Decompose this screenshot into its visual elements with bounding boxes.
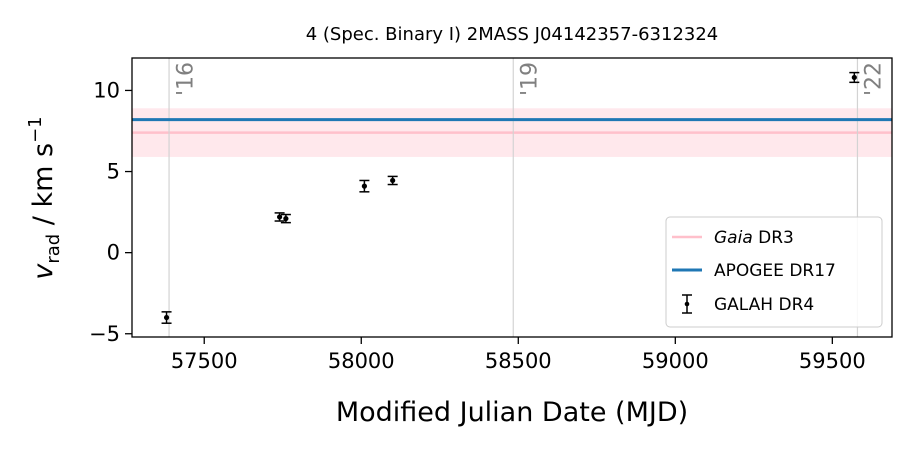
year-line-label: '19 [517, 62, 542, 96]
legend: Gaia DR3 APOGEE DR17 GALAH DR4 [665, 216, 883, 328]
y-tick-label: −5 [89, 322, 120, 346]
galah-dr4-point [283, 215, 289, 222]
y-tick-label: 5 [107, 160, 120, 184]
legend-box [665, 216, 883, 328]
y-axis-label-exponent: −1 [25, 116, 46, 143]
galah-dr4-point [163, 314, 170, 321]
y-axis-label-symbol: v [28, 263, 59, 280]
galah-dr4-point [390, 177, 396, 184]
y-axis-label: vrad / km s−1 [25, 116, 64, 279]
year-line-label: '16 [173, 62, 198, 96]
x-tick-label: 59000 [642, 349, 709, 373]
legend-label: Gaia DR3 [714, 228, 794, 248]
legend-swatch-point [684, 301, 690, 307]
plot-frame [131, 57, 893, 338]
x-axis-label: Modified Julian Date (MJD) [336, 397, 688, 428]
legend-label-italic: Gaia [714, 228, 753, 248]
legend-label: APOGEE DR17 [714, 261, 836, 281]
galah-dr4-point [361, 183, 367, 189]
year-line-label: '22 [862, 62, 887, 96]
x-tick-label: 58500 [485, 349, 552, 373]
legend-label-text: DR3 [753, 228, 794, 248]
galah-dr4-point [277, 214, 283, 220]
y-tick-label: 0 [107, 241, 120, 265]
x-tick-label: 59500 [799, 349, 866, 373]
legend-label: GALAH DR4 [714, 295, 814, 315]
legend-label-text: APOGEE DR17 [714, 261, 836, 281]
y-axis-label-subscript: rad [43, 234, 64, 264]
chart-title: 4 (Spec. Binary I) 2MASS J04142357-63123… [306, 24, 719, 45]
y-axis-label-units: / km s [28, 143, 59, 234]
y-tick-label: 10 [93, 78, 120, 102]
x-tick-label: 58000 [328, 349, 395, 373]
legend-label-text: GALAH DR4 [714, 295, 814, 315]
x-tick-label: 57500 [171, 349, 238, 373]
galah-dr4-point [851, 74, 857, 81]
